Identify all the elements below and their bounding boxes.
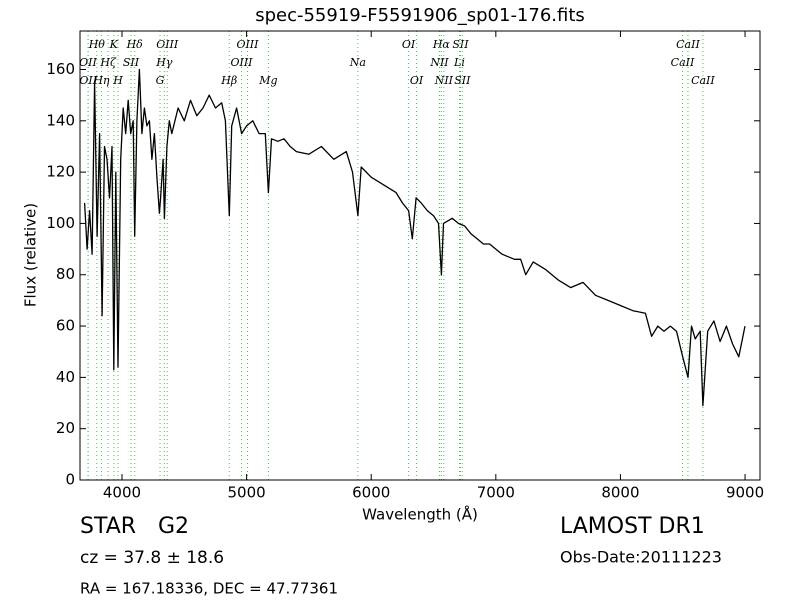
spectral-line-label: Hη	[92, 74, 110, 87]
y-tick-label: 60	[56, 317, 75, 335]
spectral-line-label: OIII	[156, 38, 179, 51]
spectral-line-label: OIII	[230, 56, 253, 69]
spectral-line-label: Li	[453, 56, 465, 69]
coordinates: RA = 167.18336, DEC = 47.77361	[80, 580, 338, 598]
spectral-line-label: CaII	[691, 74, 715, 87]
y-tick-label: 140	[46, 111, 75, 129]
spectral-line-label: H	[112, 74, 123, 87]
spectral-line-label: CaII	[676, 38, 700, 51]
spectral-line-label: Hγ	[155, 56, 173, 69]
y-tick-label: 100	[46, 214, 75, 232]
spectral-line-label: Hδ	[126, 38, 144, 51]
spectral-line-label: OI	[410, 74, 424, 87]
x-tick-label: 5000	[228, 484, 266, 502]
spectral-line-label: SII	[452, 38, 469, 51]
x-tick-label: 7000	[477, 484, 515, 502]
redshift: cz = 37.8 ± 18.6	[80, 548, 224, 568]
spectral-line-label: CaII	[671, 56, 695, 69]
survey: LAMOST DR1	[560, 514, 705, 539]
spectral-line-label: OI	[402, 38, 416, 51]
spectral-line-label: SII	[454, 74, 471, 87]
y-tick-label: 20	[56, 419, 75, 437]
spectral-line-label: Na	[349, 56, 366, 69]
plot-frame	[79, 30, 761, 481]
y-tick-label: 80	[56, 265, 75, 283]
subclass: G2	[158, 514, 189, 539]
x-tick-label: 4000	[103, 484, 141, 502]
y-tick-label: 120	[46, 163, 75, 181]
spectral-line-label: K	[109, 38, 119, 51]
obs-date: Obs-Date:20111223	[560, 548, 722, 567]
spectrum	[83, 68, 746, 407]
x-axis-label: Wavelength (Å)	[362, 505, 478, 524]
class: STAR	[80, 514, 136, 539]
x-tick-label: 8000	[601, 484, 639, 502]
spectral-line-label: G	[156, 74, 165, 87]
spectral-line-label: Hβ	[220, 74, 237, 87]
spectral-line-label: Mg	[258, 74, 277, 87]
spectral-line-label: NII	[429, 56, 449, 69]
spectral-line-label: SII	[123, 56, 140, 69]
spectral-line-label: Hα	[432, 38, 451, 51]
x-tick-label: 6000	[352, 484, 390, 502]
spectral-line-label: Hθ	[88, 38, 106, 51]
spectral-line-label: OIII	[236, 38, 259, 51]
spectral-line-label: OII	[79, 74, 97, 87]
x-tick-label: 9000	[726, 484, 764, 502]
chart-title: spec-55919-F5591906_sp01-176.fits	[255, 5, 585, 26]
y-axis-label: Flux (relative)	[22, 203, 40, 307]
spectral-line-label: Hζ	[99, 56, 117, 69]
spectral-line-label: OII	[79, 56, 97, 69]
y-tick-label: 160	[46, 60, 75, 78]
y-tick-label: 40	[56, 368, 75, 386]
y-tick-label: 0	[65, 471, 75, 489]
spectral-line-label: NII	[434, 74, 454, 87]
